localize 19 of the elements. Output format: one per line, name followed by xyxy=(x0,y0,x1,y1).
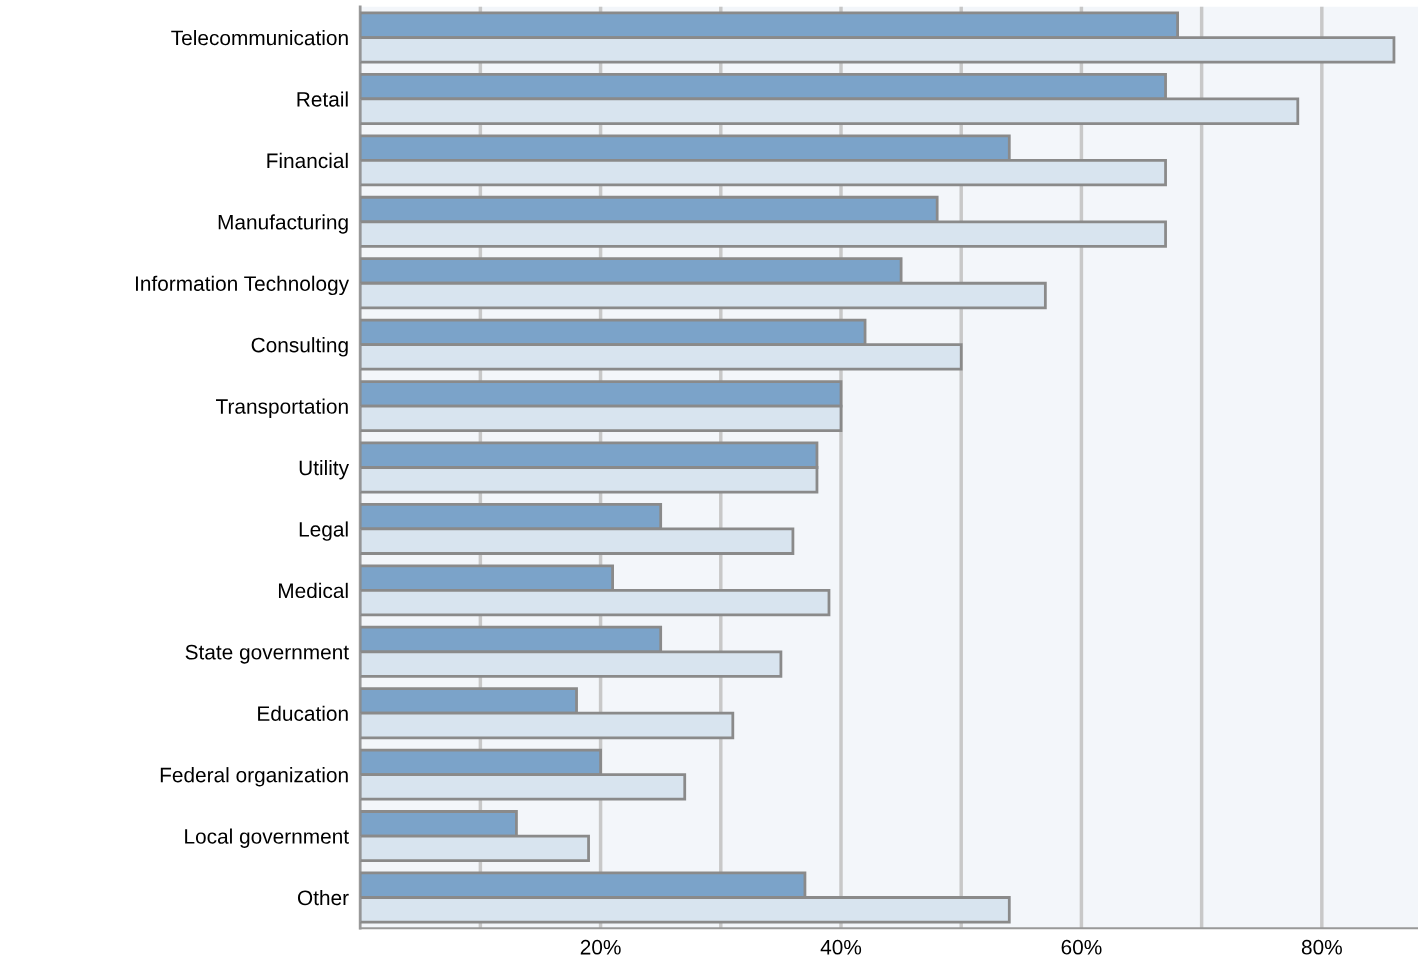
y-tick-label: Manufacturing xyxy=(218,214,348,234)
y-tick-label: Legal xyxy=(299,521,348,541)
y-tick-label: Education xyxy=(258,705,348,721)
y-tick-label: Other xyxy=(297,889,349,906)
y-tick-label: Information Technology xyxy=(135,275,350,296)
x-tick-label: 60% xyxy=(1061,939,1102,955)
y-tick-label: Medical xyxy=(278,582,348,599)
x-tick-label: 20% xyxy=(580,939,621,955)
y-tick-label: Consulting xyxy=(251,337,348,357)
y-tick-label: Retail xyxy=(297,91,348,107)
x-tick-label: 40% xyxy=(820,939,862,955)
y-tick-label: Financial xyxy=(267,152,348,169)
y-tick-label: State government xyxy=(185,644,349,664)
x-tick-label: 80% xyxy=(1301,939,1342,955)
y-tick-label: Local government xyxy=(185,828,349,848)
y-tick-label: Telecommunication xyxy=(171,29,348,46)
y-tick-label: Transportation xyxy=(215,398,348,418)
y-tick-label: Federal organization xyxy=(160,767,348,787)
y-tick-label: Utility xyxy=(299,459,350,480)
